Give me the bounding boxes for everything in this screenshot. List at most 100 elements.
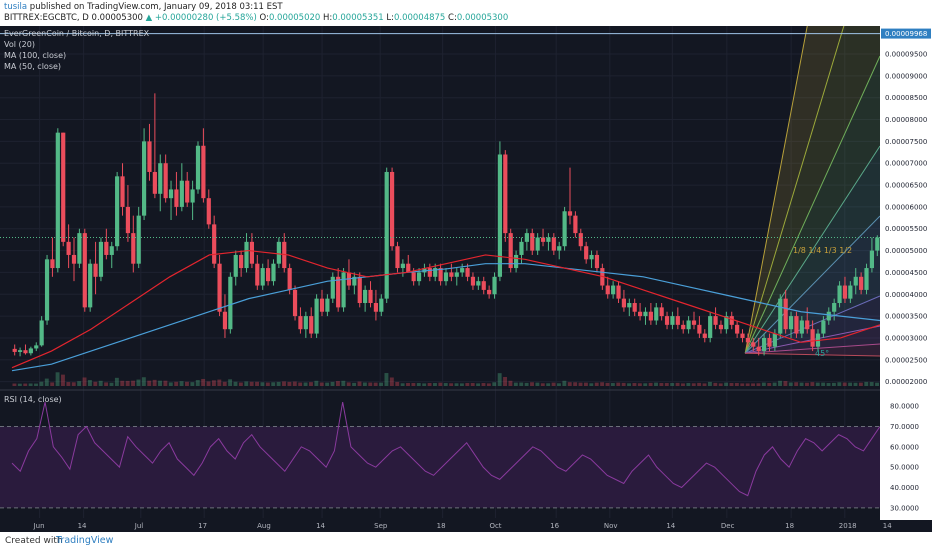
volume-bar <box>411 383 416 386</box>
volume-bar <box>778 380 782 386</box>
gann-fan-line <box>744 26 808 354</box>
price-tick-label: 0.00007500 <box>885 138 927 146</box>
rsi-line <box>11 401 881 497</box>
candle-body <box>788 316 794 330</box>
volume-bar <box>136 379 141 386</box>
gann-fan-zone <box>745 26 880 354</box>
candle-body <box>875 237 880 251</box>
price-tick-label: 0.00009500 <box>885 51 927 59</box>
candle-body <box>389 171 395 247</box>
volume-bar <box>265 382 270 386</box>
candle-body <box>670 316 675 325</box>
candle-body <box>174 189 179 207</box>
chart-canvas[interactable]: 0.00009500 0.00009000 0.00008500 0.00008000… <box>0 26 932 532</box>
candle-body <box>627 303 632 308</box>
candle-body <box>578 233 583 247</box>
candle-body <box>314 298 319 334</box>
volume-bar <box>249 381 254 386</box>
rsi-tick-label: 40.0000 <box>890 484 919 492</box>
legend-ma50[interactable]: MA (50, close) <box>4 62 62 71</box>
legend-volume[interactable]: Vol (20) <box>4 40 35 49</box>
volume-bar <box>486 383 491 386</box>
gann-fan-line <box>745 352 881 357</box>
volume-bar <box>152 379 157 386</box>
volume-bar <box>535 382 540 386</box>
volume-bar <box>433 383 437 386</box>
volume-bar <box>524 382 529 386</box>
candle-body <box>449 272 454 277</box>
fan-ratio-labels: 1/8 1/4 1/3 1/2 <box>793 246 853 255</box>
created-with-text: Created with <box>5 536 63 546</box>
candle-body <box>864 268 869 290</box>
candle-body <box>55 132 60 269</box>
candle-body <box>713 316 718 325</box>
chart-area[interactable]: 0.00009500 0.00009000 0.00008500 0.00008000… <box>0 26 932 532</box>
volume-bar <box>163 380 168 386</box>
volume-bar <box>853 382 858 386</box>
candle-body <box>821 320 826 334</box>
volume-bar <box>287 381 292 386</box>
volume-bar <box>211 380 216 386</box>
legend-rsi[interactable]: RSI (14, close) <box>4 395 62 404</box>
volume-bar <box>605 382 610 386</box>
candle-body <box>98 241 104 277</box>
candle-body <box>152 171 157 194</box>
volume-bar <box>837 382 842 386</box>
volume-bar <box>352 382 357 386</box>
candle-body <box>400 263 405 269</box>
candle-body <box>17 350 23 352</box>
price-tick-label: 0.00009000 <box>885 72 927 80</box>
candle-body <box>767 337 772 347</box>
candle-body <box>481 281 486 290</box>
volume-bar <box>745 383 750 386</box>
candle-body <box>562 211 567 247</box>
volume-bar <box>848 382 853 386</box>
main-pane-legend: EverGreenCoin / Bitcoin, D, BITTREX Vol … <box>4 28 149 72</box>
candle-body <box>686 320 691 330</box>
price-tick-label: 0.00003000 <box>885 334 927 342</box>
volume-bar <box>826 383 831 386</box>
legend-ma100[interactable]: MA (100, close) <box>4 51 67 60</box>
candle-body <box>228 276 233 330</box>
rsi-tick-label: 80.0000 <box>890 403 919 411</box>
candle-body <box>303 316 308 330</box>
tradingview-logo[interactable]: TradingView <box>56 535 114 546</box>
candle-body <box>632 303 637 312</box>
price-tick-label: 0.00005000 <box>885 247 927 255</box>
candle-body <box>93 263 98 277</box>
candle-body <box>271 263 276 282</box>
volume-bar <box>406 383 410 386</box>
time-tick-label: Oct <box>489 522 501 530</box>
candle-body <box>799 320 804 334</box>
candle-body <box>810 329 815 347</box>
candle-body <box>416 272 422 282</box>
ma50-line <box>11 249 881 369</box>
candle-body <box>589 254 594 260</box>
candle-body <box>837 285 842 304</box>
volume-bar <box>756 383 761 386</box>
volume-bar <box>179 381 184 386</box>
open-value: 0.00005020 <box>268 13 321 23</box>
volume-bar <box>513 382 518 386</box>
volume-bar <box>621 382 626 386</box>
price-tick-label: 0.00005500 <box>885 225 927 233</box>
candle-body <box>530 233 535 251</box>
candle-body <box>826 311 831 321</box>
volume-bar <box>454 383 459 386</box>
candle-body <box>115 176 120 247</box>
candle-body <box>460 268 465 273</box>
author-link[interactable]: tusila <box>4 2 28 12</box>
volume-bar <box>158 380 162 386</box>
volume-bar <box>141 377 146 386</box>
volume-bar <box>718 383 723 386</box>
time-tick-label: 14 <box>883 522 892 530</box>
publish-line: tusila published on TradingView.com, Jan… <box>4 2 283 12</box>
candle-body <box>724 316 729 330</box>
volume-bar <box>637 383 642 386</box>
candle-body <box>352 276 357 286</box>
volume-bar <box>206 381 211 386</box>
candle-body <box>611 285 616 295</box>
volume-bar <box>131 380 135 386</box>
volume-bar <box>702 383 707 386</box>
volume-bar <box>373 382 378 386</box>
